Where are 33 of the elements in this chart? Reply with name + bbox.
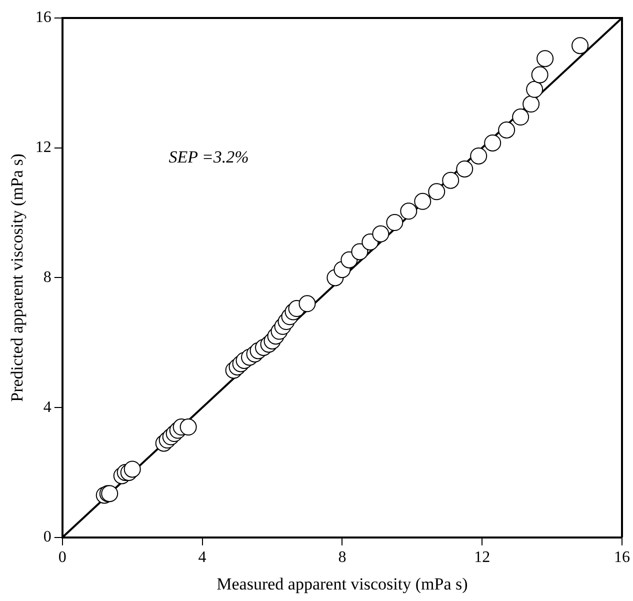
- point: [351, 243, 368, 260]
- point: [386, 214, 404, 232]
- x-tick-label: 12: [474, 549, 490, 566]
- x-tick-label: 16: [614, 549, 630, 566]
- point: [531, 66, 548, 84]
- annotation: SEP =3.2%: [168, 148, 249, 167]
- x-tick-label: 8: [338, 549, 346, 566]
- point: [536, 50, 554, 68]
- point: [400, 202, 418, 220]
- point: [414, 192, 432, 210]
- point: [484, 134, 502, 152]
- point: [470, 147, 488, 164]
- y-tick-label: 16: [35, 9, 52, 26]
- x-tick-label: 0: [58, 549, 66, 566]
- point: [428, 183, 446, 200]
- y-axis-title: Predicted apparent viscosity (mPa s): [8, 154, 27, 402]
- y-tick-label: 8: [43, 268, 52, 286]
- x-axis-title: Measured apparent viscosity (mPa s): [216, 574, 468, 594]
- point: [372, 225, 390, 242]
- point: [180, 418, 197, 436]
- point: [298, 295, 316, 312]
- point: [442, 172, 460, 189]
- point: [456, 160, 474, 178]
- point: [522, 96, 540, 113]
- point: [498, 121, 516, 138]
- y-tick-label: 0: [43, 528, 52, 546]
- x-tick-label: 4: [198, 549, 206, 566]
- point: [572, 37, 589, 54]
- point: [124, 460, 141, 478]
- y-tick-label: 12: [35, 139, 52, 156]
- point: [512, 108, 530, 126]
- y-tick-label: 4: [43, 398, 52, 416]
- point: [526, 80, 544, 98]
